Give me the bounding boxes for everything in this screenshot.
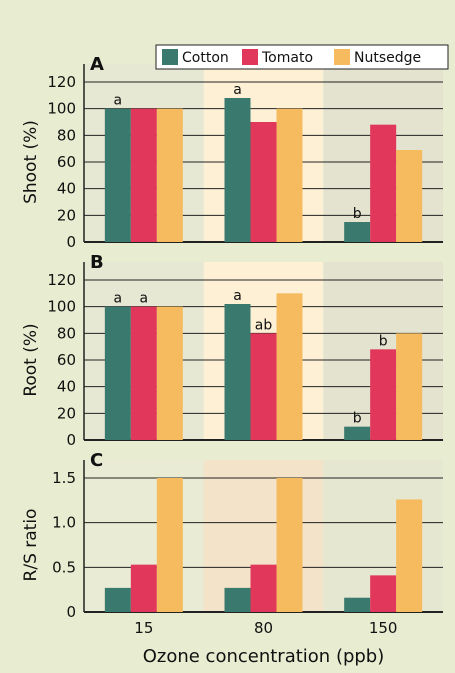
bar-nutsedge — [396, 150, 423, 242]
bar-cotton — [104, 108, 131, 243]
bar-cotton — [224, 587, 251, 612]
y-axis-label: Shoot (%) — [21, 120, 41, 204]
bar-tomato — [250, 333, 277, 440]
y-tick-label: 60 — [57, 351, 76, 369]
bar-tomato — [370, 575, 397, 612]
significance-letter: a — [233, 288, 242, 304]
bar-nutsedge — [276, 108, 303, 243]
bar-cotton — [344, 222, 371, 242]
bar-nutsedge — [156, 108, 183, 243]
x-axis-label: Ozone concentration (ppb) — [143, 646, 385, 667]
y-tick-label: 0.5 — [52, 558, 76, 576]
y-tick-label: 100 — [47, 298, 76, 316]
legend-swatch-cotton — [162, 49, 178, 65]
significance-letter: a — [114, 291, 123, 307]
bar-nutsedge — [396, 499, 423, 612]
y-tick-label: 40 — [57, 180, 76, 198]
legend-label-nutsedge: Nutsedge — [354, 50, 421, 66]
x-axis: 15 80 150 Ozone concentration (ppb) — [134, 619, 397, 667]
significance-letter: a — [140, 291, 149, 307]
legend-swatch-tomato — [242, 49, 258, 65]
significance-letter: a — [233, 82, 242, 98]
significance-letter: b — [353, 206, 362, 222]
bar-cotton — [104, 587, 131, 612]
legend-label-tomato: Tomato — [261, 50, 313, 66]
panel-label: C — [90, 450, 103, 471]
legend-label-cotton: Cotton — [182, 50, 229, 66]
y-tick-label: 0 — [66, 603, 76, 621]
y-tick-label: 1.5 — [52, 469, 76, 487]
y-axis-label: Root (%) — [21, 323, 41, 396]
bar-tomato — [250, 564, 277, 612]
y-tick-label: 0 — [66, 233, 76, 251]
bar-tomato — [130, 564, 157, 612]
bar-cotton — [344, 426, 371, 440]
bar-cotton — [224, 98, 251, 242]
x-tick-label: 80 — [254, 619, 273, 637]
legend-swatch-nutsedge — [334, 49, 350, 65]
y-tick-label: 120 — [47, 271, 76, 289]
bar-tomato — [250, 122, 277, 242]
y-tick-label: 80 — [57, 324, 76, 342]
legend-box — [155, 44, 449, 70]
x-tick-label: 15 — [134, 619, 153, 637]
bar-nutsedge — [276, 478, 303, 612]
bar-cotton — [104, 306, 131, 440]
y-tick-label: 60 — [57, 153, 76, 171]
bar-tomato — [130, 306, 157, 440]
bar-cotton — [224, 304, 251, 440]
bar-cotton — [344, 597, 371, 612]
y-tick-label: 40 — [57, 378, 76, 396]
bar-nutsedge — [156, 306, 183, 440]
bar-nutsedge — [156, 478, 183, 612]
bar-tomato — [370, 349, 397, 440]
panel-c: 0 0.5 1.0 1.5 C R/S ratio — [21, 450, 443, 621]
bar-tomato — [370, 124, 397, 242]
y-tick-label: 1.0 — [52, 514, 76, 532]
bar-nutsedge — [396, 333, 423, 440]
significance-letter: b — [353, 411, 362, 427]
y-tick-label: 100 — [47, 100, 76, 118]
significance-letter: b — [379, 333, 388, 349]
panel-label: B — [90, 252, 104, 273]
bar-tomato — [130, 108, 157, 243]
panel-label: A — [90, 54, 104, 75]
y-tick-label: 80 — [57, 126, 76, 144]
x-tick-label: 150 — [369, 619, 398, 637]
significance-letter: ab — [255, 317, 273, 333]
y-tick-label: 20 — [57, 206, 76, 224]
y-tick-label: 20 — [57, 404, 76, 422]
y-axis-label: R/S ratio — [21, 509, 41, 582]
panel-a: 0 20 40 60 80 100 120 A Shoot (%) a a b — [21, 54, 443, 251]
y-tick-label: 0 — [66, 431, 76, 449]
legend: Cotton Tomato Nutsedge — [155, 44, 449, 70]
significance-letter: a — [114, 93, 123, 109]
bar-nutsedge — [276, 293, 303, 440]
y-tick-label: 120 — [47, 73, 76, 91]
